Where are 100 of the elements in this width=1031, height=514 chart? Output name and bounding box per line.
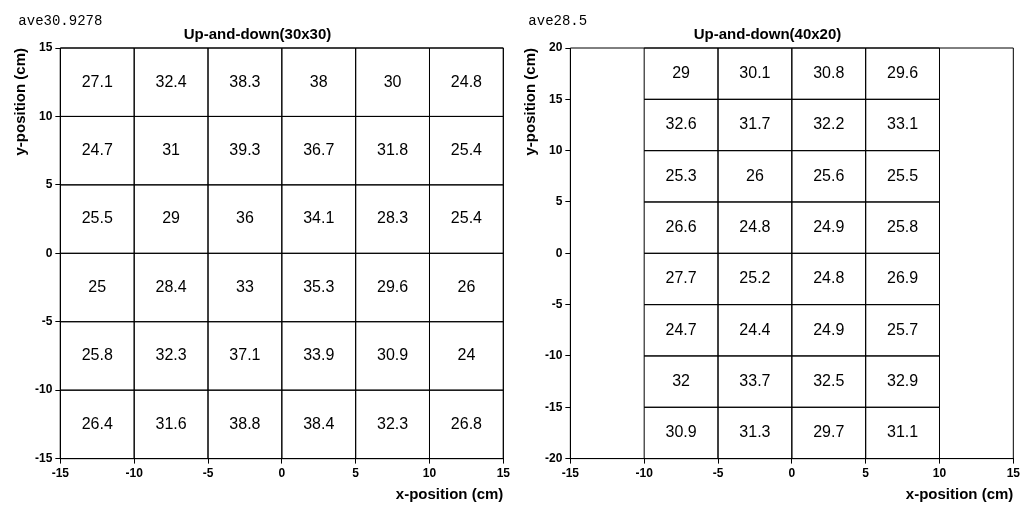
- text: ave30.9278: [18, 12, 103, 29]
- data-label: 27.7: [665, 269, 697, 287]
- x-tick-label: -10: [125, 466, 144, 481]
- data-label: 25.7: [887, 320, 919, 338]
- data-label: 36: [236, 209, 254, 227]
- data-label: 25.3: [665, 166, 697, 184]
- data-label: 29.6: [887, 64, 919, 82]
- data-label: 24.8: [739, 218, 771, 236]
- y-tick-label: 10: [38, 108, 53, 123]
- y-tick-label: 5: [555, 194, 563, 209]
- data-label: 25: [88, 277, 107, 295]
- data-label: 25.5: [81, 209, 113, 227]
- data-label: 24: [457, 346, 476, 364]
- data-label: 30: [383, 72, 402, 90]
- data-label: 33.7: [739, 372, 771, 390]
- data-label: 38: [309, 72, 328, 90]
- x-tick-label: -10: [635, 466, 654, 481]
- data-label: 30.9: [377, 346, 409, 364]
- data-label: 32.5: [813, 372, 845, 390]
- data-label: 37.1: [229, 346, 261, 364]
- data-label: 29.7: [813, 423, 845, 441]
- data-label: 24.7: [665, 320, 697, 338]
- x-tick-label: 5: [352, 466, 360, 481]
- data-label: 25.8: [81, 346, 113, 364]
- data-label: 25.5: [887, 166, 919, 184]
- data-label: 33.9: [303, 346, 335, 364]
- data-label: 32.6: [665, 115, 697, 133]
- data-label: 38.8: [229, 414, 261, 432]
- x-tick-label: 0: [278, 466, 286, 481]
- data-label: 33.1: [887, 115, 919, 133]
- data-label: 24.8: [450, 72, 483, 90]
- data-label: 32.4: [155, 72, 187, 90]
- text: ave28.5: [528, 12, 588, 29]
- data-label: 30.1: [739, 64, 771, 82]
- x-axis-title: x-position (cm): [905, 485, 1014, 503]
- x-tick-label: 5: [862, 466, 870, 481]
- y-tick-label: -5: [41, 314, 53, 329]
- data-label: 26.6: [665, 218, 697, 236]
- data-label: 32.9: [887, 372, 919, 390]
- y-tick-label: 10: [548, 142, 563, 157]
- data-label: 34.1: [303, 209, 335, 227]
- data-label: 32: [672, 372, 691, 390]
- x-tick-label: -5: [712, 466, 724, 481]
- data-label: 28.4: [155, 277, 187, 295]
- y-tick-label: 15: [548, 91, 563, 106]
- data-label: 29: [162, 209, 181, 227]
- y-tick-label: -15: [35, 450, 53, 465]
- data-label: 26: [457, 277, 476, 295]
- data-label: 24.4: [739, 320, 771, 338]
- y-tick-label: -20: [545, 450, 563, 465]
- data-label: 32.3: [155, 346, 187, 364]
- x-tick-label: 15: [1006, 466, 1021, 481]
- data-label: 24.9: [813, 218, 845, 236]
- data-label: 25.6: [813, 166, 845, 184]
- data-label: 36.7: [303, 141, 335, 159]
- data-label: 24.9: [813, 320, 845, 338]
- data-label: 29.6: [377, 277, 409, 295]
- y-tick-label: 5: [45, 177, 53, 192]
- data-label: 26: [746, 166, 764, 184]
- data-label: 39.3: [229, 141, 261, 159]
- data-label: 28.3: [377, 209, 409, 227]
- data-label: 26.4: [81, 414, 113, 432]
- data-label: 25.4: [450, 141, 483, 159]
- data-label: 38.4: [303, 414, 335, 432]
- y-axis-title: y-position (cm): [11, 48, 29, 156]
- chart-title: Up-and-down(30x30): [183, 25, 332, 43]
- y-tick-label: 0: [45, 245, 53, 260]
- data-label: 26.8: [450, 414, 483, 432]
- data-label: 25.8: [887, 218, 919, 236]
- y-tick-label: -5: [551, 296, 563, 311]
- data-label: 25.2: [739, 269, 771, 287]
- data-label: 30.8: [813, 64, 845, 82]
- data-label: 31.8: [377, 141, 409, 159]
- data-label: 31.1: [887, 423, 919, 441]
- data-label: 31.3: [739, 423, 771, 441]
- data-label: 33: [236, 277, 254, 295]
- chart-title: Up-and-down(40x20): [693, 25, 842, 43]
- data-label: 31: [162, 141, 181, 159]
- y-tick-label: -10: [35, 382, 53, 397]
- data-label: 25.4: [450, 209, 483, 227]
- x-axis-title: x-position (cm): [395, 485, 504, 503]
- data-label: 29: [672, 64, 691, 82]
- data-label: 27.1: [81, 72, 113, 90]
- data-label: 31.6: [155, 414, 187, 432]
- y-tick-label: -10: [545, 348, 563, 363]
- x-tick-label: 10: [422, 466, 437, 481]
- x-tick-label: 0: [788, 466, 796, 481]
- y-axis-title: y-position (cm): [521, 48, 539, 156]
- y-tick-label: -15: [545, 399, 563, 414]
- data-label: 24.8: [813, 269, 845, 287]
- y-tick-label: 20: [548, 40, 563, 55]
- data-label: 30.9: [665, 423, 697, 441]
- data-label: 31.7: [739, 115, 771, 133]
- y-tick-label: 15: [38, 40, 53, 55]
- data-label: 32.2: [813, 115, 845, 133]
- x-tick-label: 10: [932, 466, 947, 481]
- data-label: 26.9: [887, 269, 919, 287]
- data-label: 35.3: [303, 277, 335, 295]
- data-label: 24.7: [81, 141, 113, 159]
- x-tick-label: -5: [202, 466, 214, 481]
